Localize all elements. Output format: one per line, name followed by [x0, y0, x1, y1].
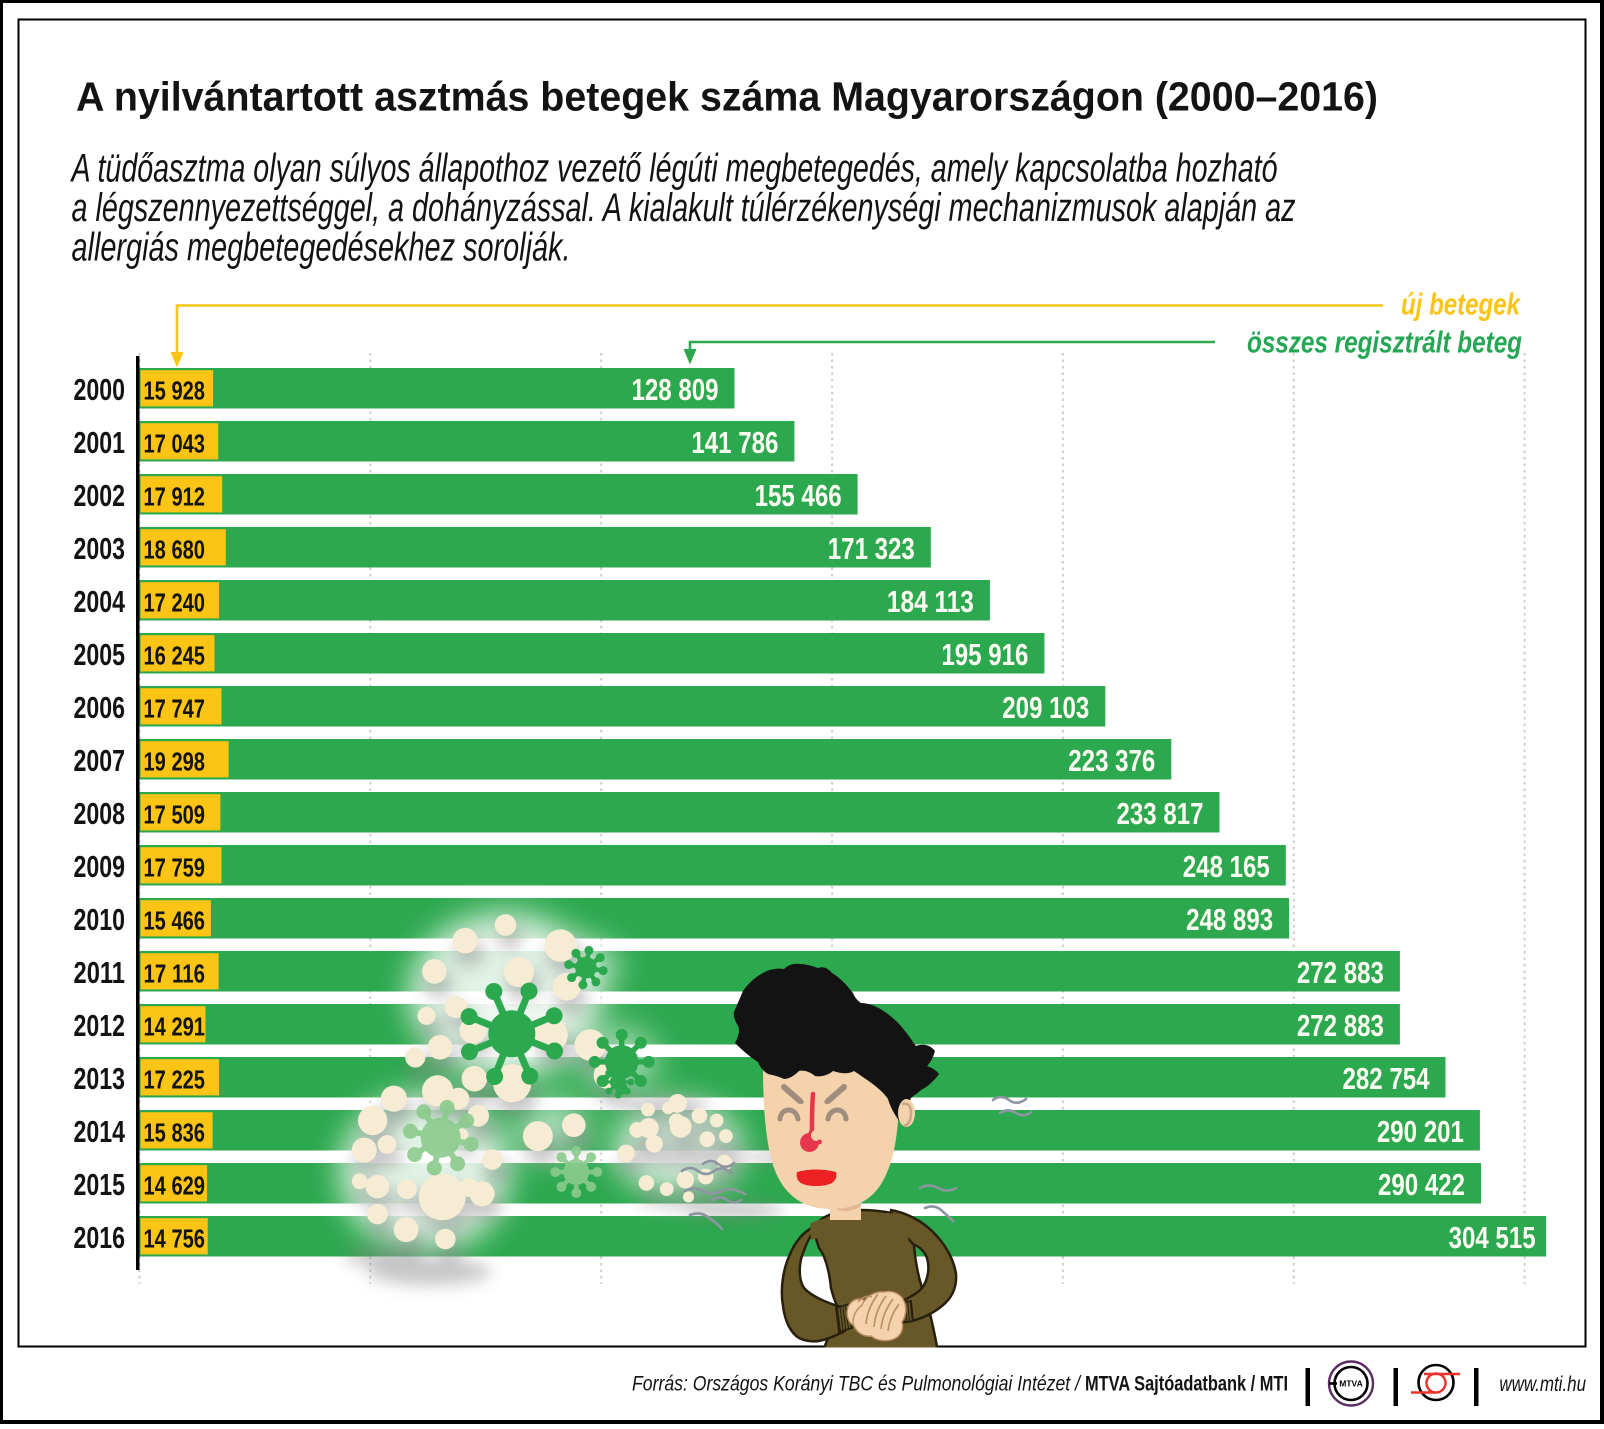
svg-text:272 883: 272 883	[1297, 1008, 1384, 1043]
svg-text:272 883: 272 883	[1297, 955, 1384, 990]
svg-text:17 225: 17 225	[144, 1064, 206, 1094]
svg-text:2001: 2001	[74, 426, 126, 460]
svg-text:171 323: 171 323	[828, 531, 915, 566]
svg-text:2009: 2009	[74, 850, 126, 884]
svg-text:248 893: 248 893	[1186, 902, 1273, 937]
svg-text:248 165: 248 165	[1183, 849, 1270, 884]
svg-text:17 116: 17 116	[144, 958, 206, 988]
svg-text:17 509: 17 509	[144, 799, 206, 829]
svg-text:2015: 2015	[74, 1168, 126, 1202]
svg-text:MTVA Sajtóadatbank / MTI: MTVA Sajtóadatbank / MTI	[1085, 1373, 1288, 1396]
svg-text:282 754: 282 754	[1343, 1061, 1431, 1096]
svg-text:MTVA: MTVA	[1339, 1379, 1362, 1389]
svg-text:16 245: 16 245	[144, 640, 206, 670]
svg-text:17 912: 17 912	[144, 481, 206, 511]
svg-text:17 043: 17 043	[144, 428, 206, 458]
svg-text:223 376: 223 376	[1068, 743, 1155, 778]
svg-text:2013: 2013	[74, 1062, 126, 1096]
svg-text:a légszennyezettséggel, a dohá: a légszennyezettséggel, a dohányzással. …	[72, 186, 1296, 230]
svg-text:A nyilvántartott asztmás beteg: A nyilvántartott asztmás betegek száma M…	[76, 74, 1378, 120]
svg-text:195 916: 195 916	[941, 637, 1028, 672]
svg-text:141 786: 141 786	[691, 425, 778, 460]
svg-text:Forrás: Országos Korányi TBC é: Forrás: Országos Korányi TBC és Pulmonol…	[632, 1373, 1082, 1396]
svg-text:2007: 2007	[74, 744, 126, 778]
svg-text:155 466: 155 466	[755, 478, 842, 513]
svg-text:2000: 2000	[74, 373, 126, 407]
svg-text:15 928: 15 928	[144, 375, 206, 405]
svg-text:128 809: 128 809	[632, 372, 719, 407]
svg-text:14 756: 14 756	[144, 1223, 206, 1253]
svg-text:17 759: 17 759	[144, 852, 206, 882]
svg-text:17 747: 17 747	[144, 693, 206, 723]
svg-text:14 629: 14 629	[144, 1170, 206, 1200]
svg-text:19 298: 19 298	[144, 746, 206, 776]
svg-text:15 466: 15 466	[144, 905, 206, 935]
svg-text:2011: 2011	[74, 956, 126, 990]
svg-text:www.mti.hu: www.mti.hu	[1499, 1372, 1586, 1396]
svg-text:összes regisztrált beteg: összes regisztrált beteg	[1247, 326, 1522, 360]
svg-text:304 515: 304 515	[1449, 1220, 1536, 1255]
svg-text:allergiás megbetegedésekhez so: allergiás megbetegedésekhez sorolják.	[72, 226, 571, 270]
svg-text:14 291: 14 291	[144, 1011, 206, 1041]
svg-text:184 113: 184 113	[887, 584, 974, 619]
svg-text:17 240: 17 240	[144, 587, 206, 617]
svg-text:2014: 2014	[74, 1115, 126, 1149]
svg-text:2008: 2008	[74, 797, 126, 831]
svg-text:új betegek: új betegek	[1401, 288, 1522, 322]
svg-text:2002: 2002	[74, 479, 126, 513]
svg-text:15 836: 15 836	[144, 1117, 206, 1147]
svg-text:A tüdőasztma olyan súlyos álla: A tüdőasztma olyan súlyos állapothoz vez…	[70, 147, 1277, 191]
svg-text:209 103: 209 103	[1002, 690, 1089, 725]
svg-text:2010: 2010	[74, 903, 126, 937]
svg-text:233 817: 233 817	[1117, 796, 1204, 831]
svg-text:18 680: 18 680	[144, 534, 206, 564]
svg-text:2012: 2012	[74, 1009, 126, 1043]
svg-text:2006: 2006	[74, 691, 126, 725]
svg-text:2016: 2016	[74, 1221, 126, 1255]
svg-text:290 201: 290 201	[1377, 1114, 1464, 1149]
svg-text:2004: 2004	[74, 585, 126, 619]
svg-text:290 422: 290 422	[1378, 1167, 1465, 1202]
svg-text:2005: 2005	[74, 638, 126, 672]
svg-text:2003: 2003	[74, 532, 126, 566]
